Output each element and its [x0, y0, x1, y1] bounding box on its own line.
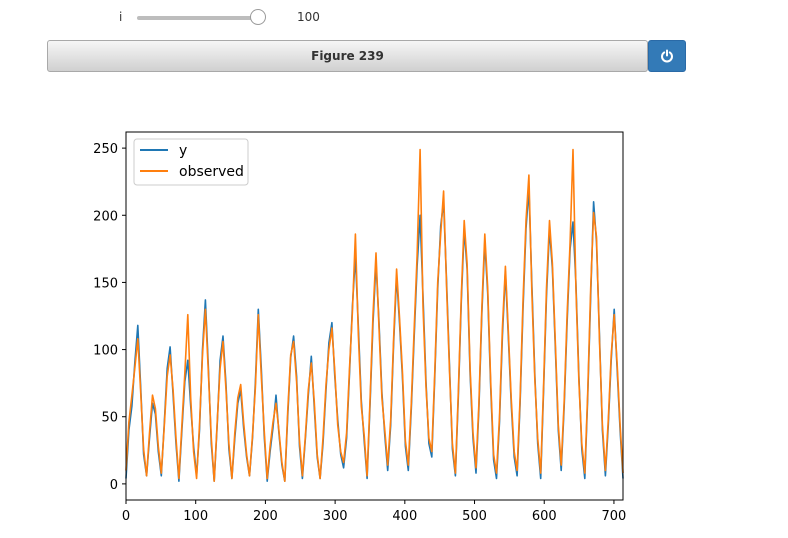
slider-value: 100 [297, 10, 320, 24]
x-tick-label: 700 [602, 509, 627, 524]
y-tick-label: 250 [93, 142, 118, 157]
y-tick-label: 150 [93, 276, 118, 291]
x-tick-label: 300 [323, 509, 348, 524]
y-tick-label: 100 [93, 344, 118, 359]
x-tick-label: 600 [532, 509, 557, 524]
y-tick-label: 0 [110, 478, 118, 493]
plot-frame [125, 131, 624, 501]
power-icon [661, 49, 673, 63]
slider-track[interactable] [137, 16, 261, 20]
series-line-observed [125, 148, 624, 483]
y-tick-label: 200 [93, 209, 118, 224]
y-tick-label: 50 [101, 411, 118, 426]
figure-header: Figure 239 [47, 40, 648, 72]
x-tick-label: 400 [392, 509, 417, 524]
slider-label: i [119, 10, 123, 24]
legend-label-observed: observed [179, 164, 244, 180]
x-tick-label: 200 [253, 509, 278, 524]
x-axis: 0 100 200 300 400 500 600 700 [122, 500, 626, 524]
y-axis: 0 50 100 150 200 250 [93, 142, 126, 493]
slider-widget: i 100 [0, 0, 788, 34]
figure-title: Figure 239 [311, 49, 384, 63]
x-tick-label: 0 [122, 509, 130, 524]
slider-handle[interactable] [250, 9, 266, 25]
power-button[interactable] [648, 40, 686, 72]
x-tick-label: 500 [462, 509, 487, 524]
legend: y observed [133, 138, 249, 186]
x-tick-label: 100 [183, 509, 208, 524]
series-lines [125, 148, 624, 483]
legend-label-y: y [179, 143, 187, 159]
